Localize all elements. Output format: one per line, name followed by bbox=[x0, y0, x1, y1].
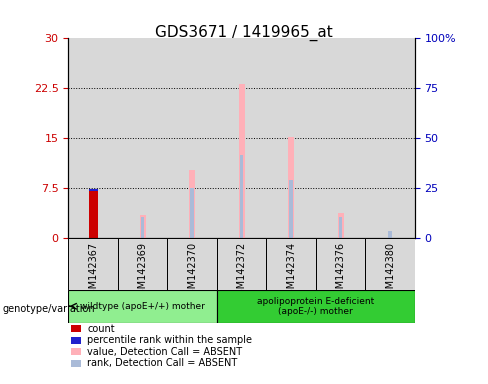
Text: GSM142369: GSM142369 bbox=[138, 242, 147, 301]
Text: rank, Detection Call = ABSENT: rank, Detection Call = ABSENT bbox=[87, 358, 238, 368]
Bar bbox=[288, 137, 294, 238]
Bar bbox=[266, 238, 316, 290]
Text: value, Detection Call = ABSENT: value, Detection Call = ABSENT bbox=[87, 347, 243, 357]
Bar bbox=[366, 38, 415, 238]
Text: GSM142376: GSM142376 bbox=[336, 242, 346, 301]
Bar bbox=[167, 238, 217, 290]
Bar bbox=[240, 155, 244, 238]
Bar bbox=[266, 38, 316, 238]
Text: GDS3671 / 1419965_at: GDS3671 / 1419965_at bbox=[155, 25, 333, 41]
Bar bbox=[167, 38, 217, 238]
Text: wildtype (apoE+/+) mother: wildtype (apoE+/+) mother bbox=[80, 302, 205, 311]
Text: percentile rank within the sample: percentile rank within the sample bbox=[87, 335, 252, 345]
Bar bbox=[316, 238, 366, 290]
Bar bbox=[366, 238, 415, 290]
Bar bbox=[388, 232, 392, 238]
Bar bbox=[217, 238, 266, 290]
Bar bbox=[141, 217, 144, 238]
Bar bbox=[140, 215, 145, 238]
Text: genotype/variation: genotype/variation bbox=[2, 304, 95, 314]
Bar bbox=[190, 188, 194, 238]
Text: apolipoprotein E-deficient
(apoE-/-) mother: apolipoprotein E-deficient (apoE-/-) mot… bbox=[257, 296, 374, 316]
Bar bbox=[239, 84, 244, 238]
Bar bbox=[217, 290, 415, 323]
Bar bbox=[89, 189, 98, 192]
Bar bbox=[68, 238, 118, 290]
Bar bbox=[68, 290, 217, 323]
Bar bbox=[189, 170, 195, 238]
Bar bbox=[338, 213, 344, 238]
Bar bbox=[289, 179, 293, 238]
Text: GSM142374: GSM142374 bbox=[286, 242, 296, 301]
Bar bbox=[68, 38, 118, 238]
Bar bbox=[316, 38, 366, 238]
Text: GSM142370: GSM142370 bbox=[187, 242, 197, 301]
Bar bbox=[89, 192, 98, 238]
Text: GSM142372: GSM142372 bbox=[237, 242, 246, 301]
Bar bbox=[118, 238, 167, 290]
Bar bbox=[339, 217, 343, 238]
Bar bbox=[118, 38, 167, 238]
Text: count: count bbox=[87, 324, 115, 334]
Text: GSM142367: GSM142367 bbox=[88, 242, 98, 301]
Text: GSM142380: GSM142380 bbox=[385, 242, 395, 301]
Bar bbox=[217, 38, 266, 238]
